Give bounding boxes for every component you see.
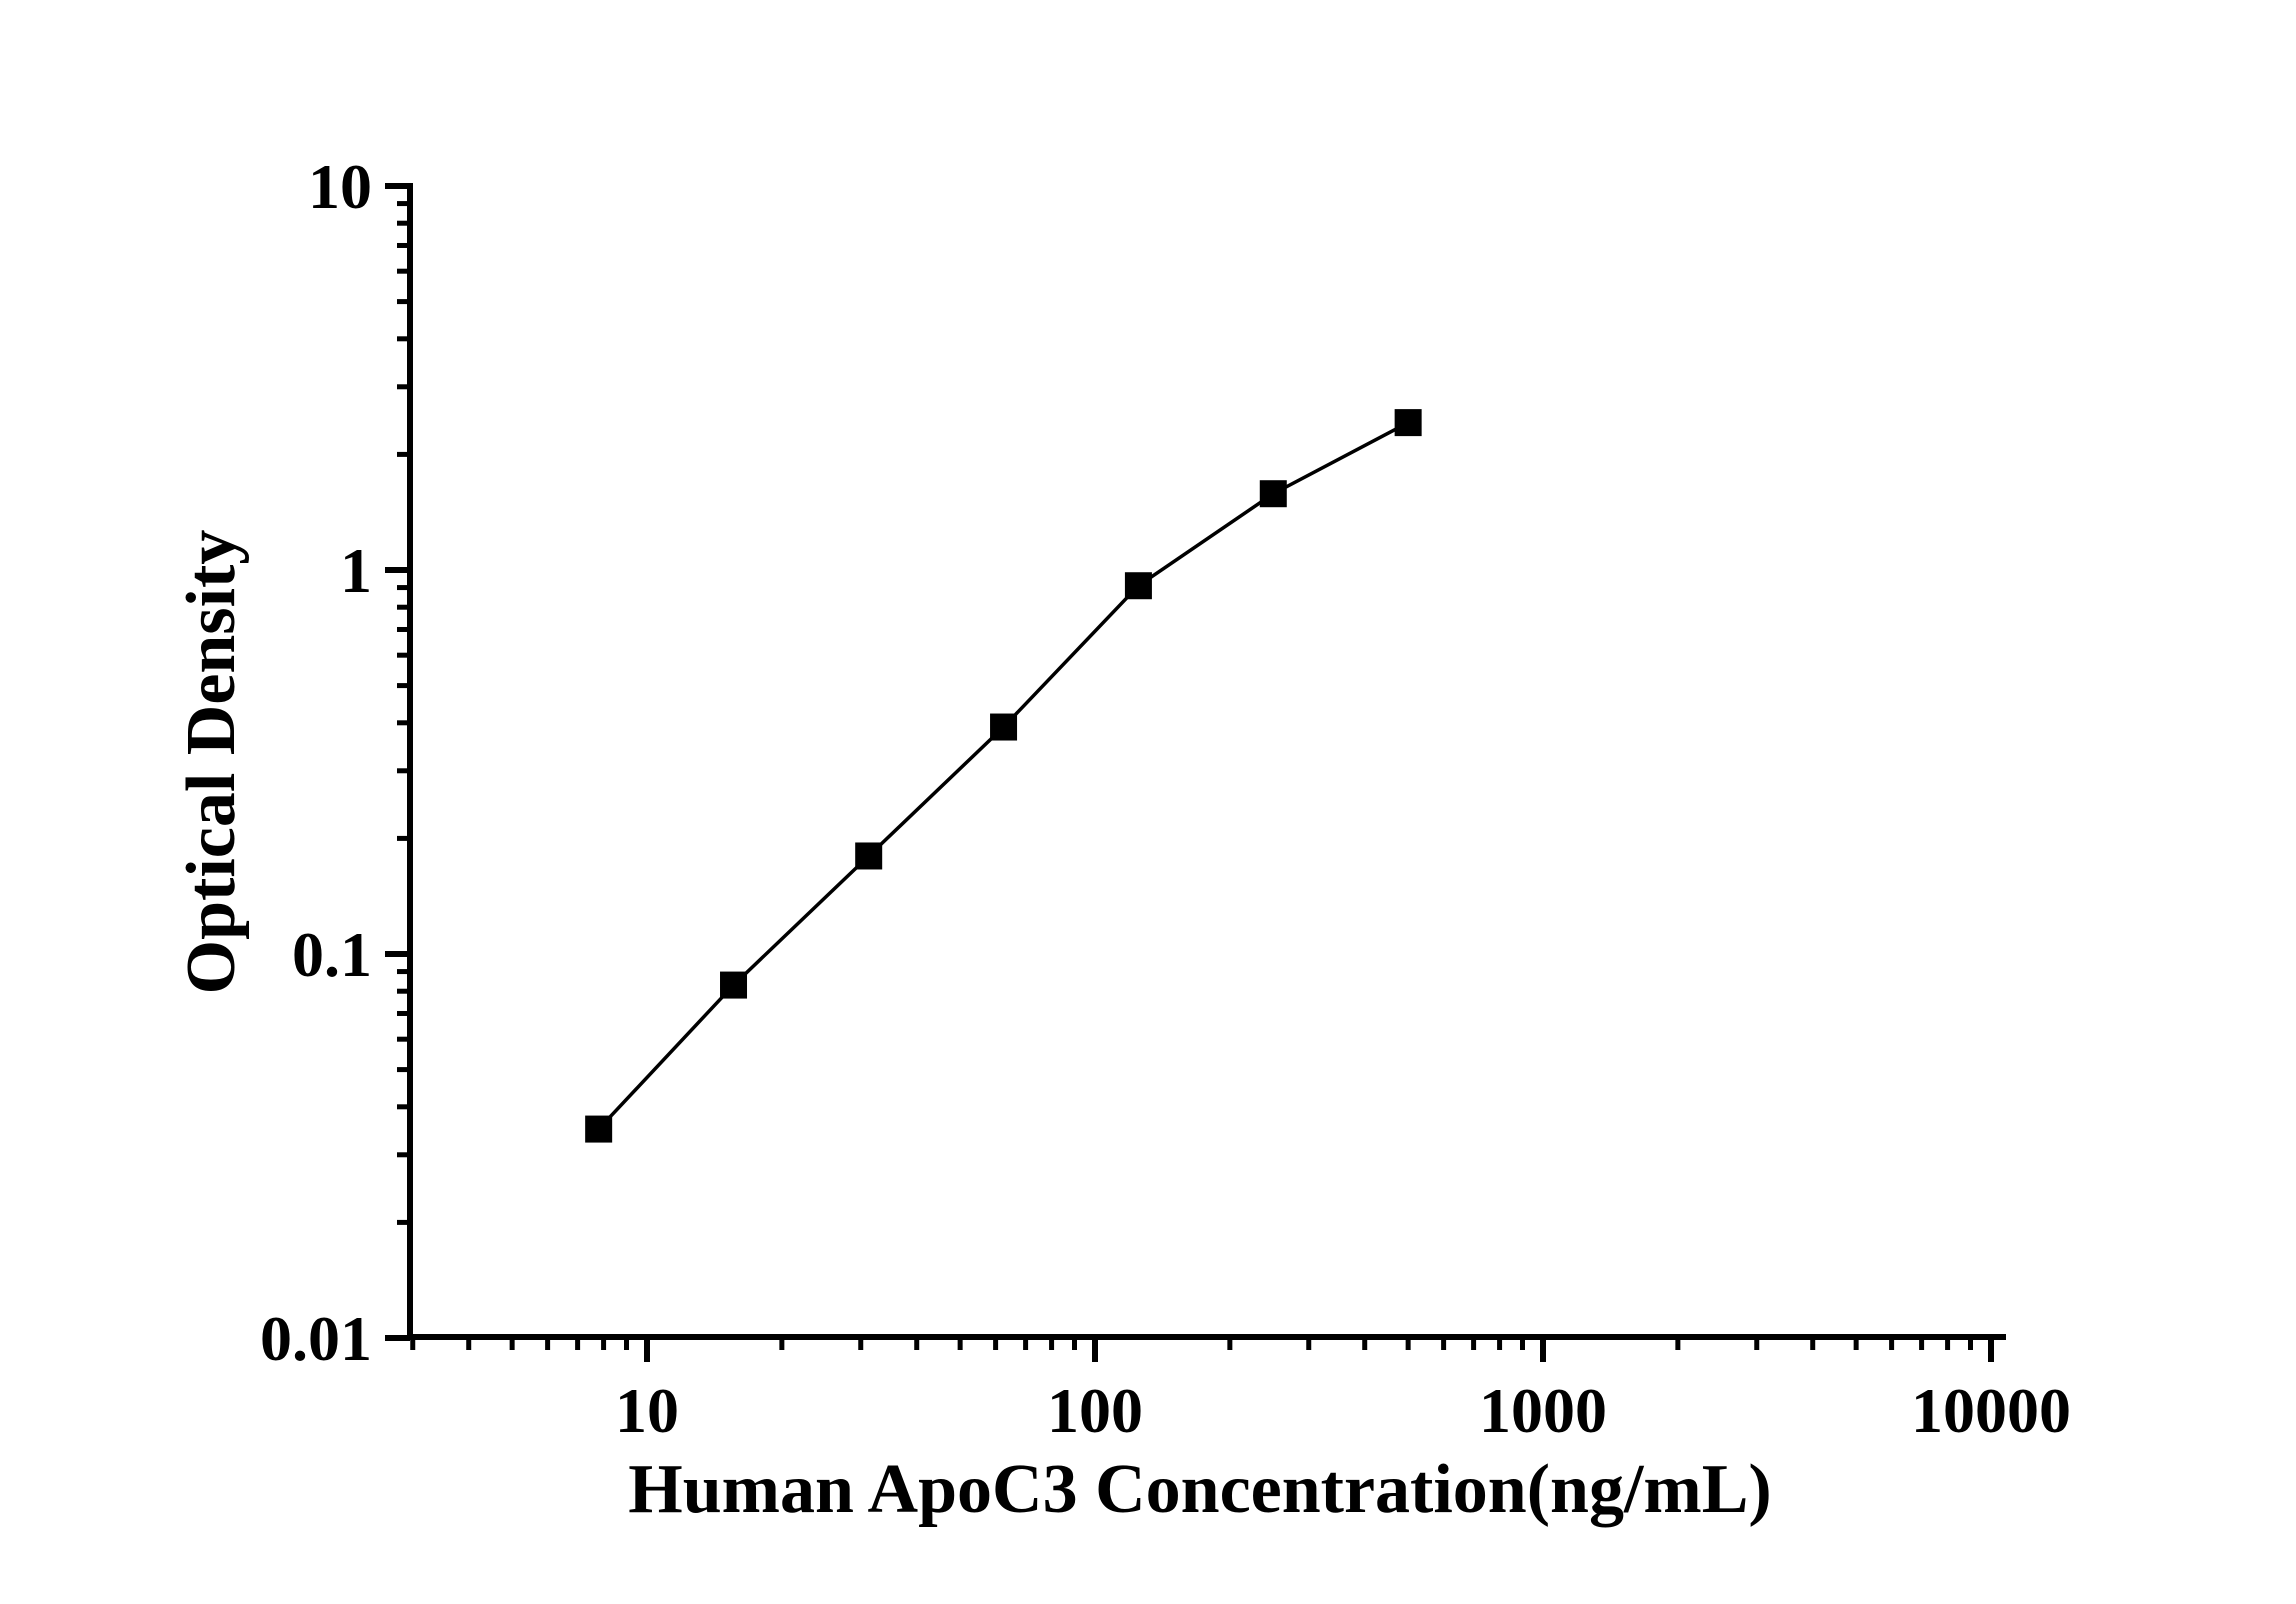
axes bbox=[385, 183, 2006, 1362]
tick-labels: 10 100 1000 10000 0.01 0.1 1 10 bbox=[260, 151, 2071, 1446]
data-point-marker bbox=[1259, 480, 1287, 508]
data-point-marker bbox=[720, 971, 748, 999]
x-tick-label: 10000 bbox=[1911, 1375, 2071, 1446]
y-tick-label: 1 bbox=[340, 535, 372, 606]
y-axis-title: Optical Density bbox=[173, 529, 250, 995]
data-point-marker bbox=[1394, 409, 1422, 437]
data-point-marker bbox=[1124, 572, 1152, 600]
y-tick-label: 0.01 bbox=[260, 1303, 372, 1374]
x-tick-label: 10 bbox=[615, 1375, 679, 1446]
x-tick-label: 1000 bbox=[1479, 1375, 1607, 1446]
series-line bbox=[597, 421, 1409, 1131]
y-tick-label: 10 bbox=[308, 151, 372, 222]
data-point-marker bbox=[855, 842, 883, 870]
y-tick-label: 0.1 bbox=[292, 919, 372, 990]
x-axis-title: Human ApoC3 Concentration(ng/mL) bbox=[628, 1451, 1772, 1528]
data-point-marker bbox=[990, 713, 1018, 741]
x-tick-label: 100 bbox=[1047, 1375, 1143, 1446]
data-series bbox=[585, 409, 1422, 1143]
data-point-marker bbox=[585, 1115, 613, 1143]
